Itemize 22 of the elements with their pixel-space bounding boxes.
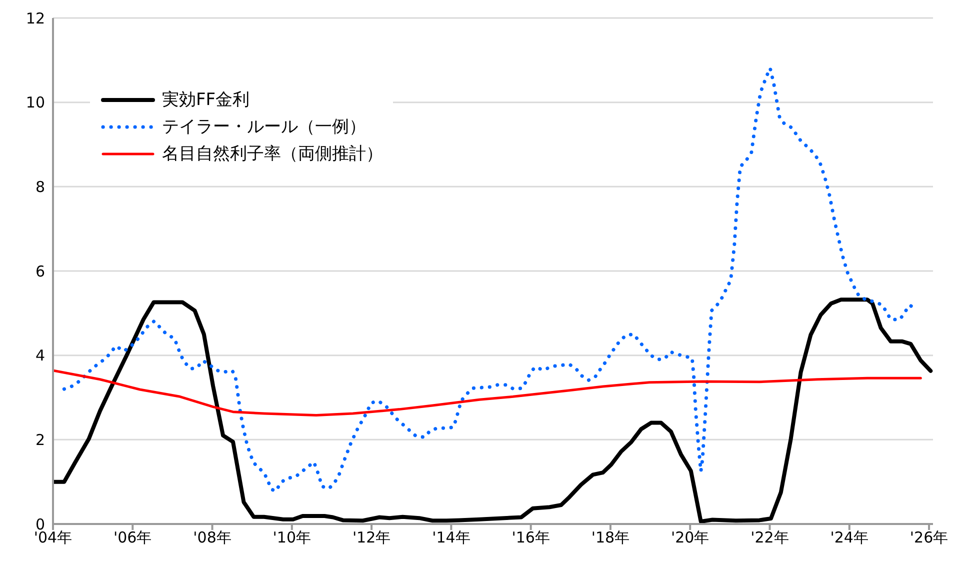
x-tick-label: '26年 — [910, 528, 948, 547]
x-tick-label: '14年 — [432, 528, 470, 547]
y-tick-label: 12 — [26, 9, 45, 28]
y-tick-label: 6 — [35, 262, 45, 280]
x-tick-label: '06年 — [114, 528, 152, 547]
x-tick-label: '10年 — [272, 528, 312, 547]
x-tick-label: '08年 — [193, 528, 232, 547]
y-tick-label: 8 — [35, 178, 45, 196]
y-tick-label: 10 — [26, 94, 45, 112]
x-tick-label: '04年 — [34, 528, 72, 547]
x-tick-label: '16年 — [512, 528, 550, 547]
legend-label: 実効FF金利 — [162, 89, 250, 111]
x-tick-label: '22年 — [750, 528, 789, 547]
y-tick-label: 4 — [35, 346, 45, 365]
y-tick-label: 2 — [35, 430, 45, 449]
x-tick-label: '24年 — [830, 528, 868, 547]
legend-label: テイラー・ルール（一例） — [162, 116, 366, 138]
x-tick-label: '12年 — [352, 528, 391, 547]
legend-label: 名目自然利子率（両側推計） — [162, 143, 383, 165]
line-series — [53, 369, 922, 416]
x-tick-label: '20年 — [670, 528, 710, 547]
x-tick-label: '18年 — [591, 528, 630, 547]
